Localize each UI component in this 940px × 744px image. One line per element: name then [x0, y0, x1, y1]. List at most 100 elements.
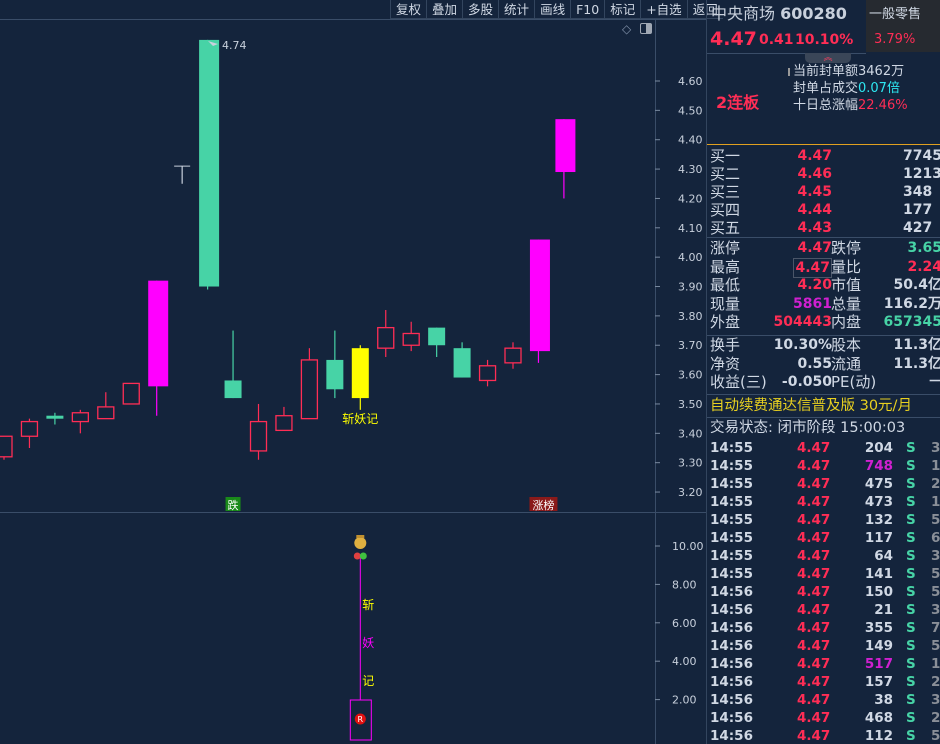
trade-count: 22 — [931, 710, 940, 726]
candle-body[interactable] — [224, 380, 242, 399]
trade-time: 14:56 — [710, 692, 753, 708]
collapse-chevron-icon[interactable]: ︽ — [805, 53, 851, 63]
candle-body[interactable] — [377, 326, 395, 349]
candle-body[interactable] — [46, 415, 64, 419]
trade-price: 4.47 — [797, 602, 831, 618]
candle-body[interactable] — [428, 327, 446, 346]
trade-volume: 117 — [864, 530, 893, 546]
trade-time: 14:56 — [710, 656, 753, 672]
trade-side: S — [906, 620, 916, 636]
candle-body[interactable] — [249, 420, 268, 452]
stat-value: 4.20 — [797, 277, 832, 294]
candle-body[interactable] — [0, 435, 13, 458]
candle-body[interactable] — [20, 420, 39, 437]
trade-time: 14:56 — [710, 638, 753, 654]
stat-label-2: 股本 — [831, 336, 862, 354]
trade-time: 14:56 — [710, 674, 753, 690]
trade-row: 14:56 4.47 21 S 3 — [707, 601, 940, 619]
stat-label: 涨停 — [710, 239, 741, 257]
trade-time: 14:56 — [710, 602, 753, 618]
panel-toggle-icon[interactable] — [640, 23, 652, 34]
trade-side: S — [906, 710, 916, 726]
candle-body[interactable] — [326, 359, 344, 390]
stat-value: 4.47 — [797, 240, 832, 256]
candle-body[interactable] — [199, 39, 220, 287]
info-value: 22.46% — [858, 98, 908, 113]
red-ball-icon — [353, 552, 361, 560]
indicator-signal-box — [349, 699, 372, 741]
toolbar-button-6[interactable]: 标记 — [604, 0, 640, 19]
green-ball-icon — [359, 552, 367, 560]
trade-price: 4.47 — [797, 458, 831, 474]
stat-label: 换手 — [710, 336, 741, 354]
toolbar-button-5[interactable]: F10 — [570, 0, 604, 19]
trade-row: 14:55 4.47 475 S 2 — [707, 475, 940, 493]
trade-side: S — [906, 548, 916, 564]
candle-body[interactable] — [351, 348, 369, 399]
trade-price: 4.47 — [797, 656, 831, 672]
candle-body[interactable] — [402, 332, 420, 346]
sector-name: 一般零售 — [869, 7, 922, 22]
toolbar-button-0[interactable]: 复权 — [390, 0, 426, 19]
annotation-text: 涨榜 — [532, 498, 554, 512]
candle-body[interactable] — [555, 119, 576, 173]
signal-label: 斩妖记 — [342, 412, 378, 426]
toolbar-button-1[interactable]: 叠加 — [426, 0, 462, 19]
candle-body[interactable] — [71, 412, 89, 423]
trade-time: 14:55 — [710, 512, 753, 528]
trade-row: 14:55 4.47 473 S 10 — [707, 493, 940, 511]
trade-price: 4.47 — [797, 566, 831, 582]
stat-label: 外盘 — [710, 313, 741, 332]
trade-time: 14:55 — [710, 440, 753, 456]
toolbar-button-3[interactable]: 统计 — [498, 0, 534, 19]
trade-time: 14:55 — [710, 566, 753, 582]
book-label: 买五 — [710, 219, 741, 237]
stat-value-2: 11.3亿 — [893, 337, 940, 353]
stat-label: 收益(三) — [710, 373, 767, 392]
toolbar-button-2[interactable]: 多股 — [462, 0, 498, 19]
toolbar-button-4[interactable]: 画线 — [534, 0, 570, 19]
trade-volume: 21 — [874, 602, 893, 618]
candle-body[interactable] — [529, 239, 550, 352]
sector-box[interactable]: 一般零售 3.79% — [866, 0, 940, 52]
trade-volume: 64 — [874, 548, 893, 564]
trade-time: 14:55 — [710, 548, 753, 564]
trade-status: 交易状态: 闭市阶段 15:00:03 — [710, 420, 906, 436]
trade-row: 14:56 4.47 150 S 5 — [707, 583, 940, 601]
candle-body[interactable] — [97, 406, 115, 420]
y-tick-label: 3.30 — [678, 457, 703, 470]
candle-body[interactable] — [453, 348, 471, 378]
indicator-y-tick-label: 2.00 — [672, 694, 697, 707]
y-tick-label: 4.30 — [678, 163, 703, 176]
trade-time: 14:55 — [710, 530, 753, 546]
toolbar-button-7[interactable]: +自选 — [640, 0, 686, 19]
stat-label-2: PE(动) — [831, 373, 877, 392]
candle-body[interactable] — [504, 347, 522, 364]
candle-body[interactable] — [148, 280, 169, 387]
y-tick-label: 4.10 — [678, 222, 703, 235]
trade-volume: 748 — [864, 458, 893, 474]
indicator-char: 妖 — [362, 636, 374, 650]
candle-body[interactable] — [122, 382, 140, 405]
trade-price: 4.47 — [797, 548, 831, 564]
promo-link[interactable]: 自动续费通达信普及版 30元/月 — [710, 398, 912, 414]
trade-volume: 149 — [864, 638, 893, 654]
trade-side: S — [906, 692, 916, 708]
book-label: 买二 — [710, 165, 741, 183]
candle-body[interactable] — [300, 359, 319, 420]
trade-price: 4.47 — [797, 440, 831, 456]
trade-time: 14:56 — [710, 620, 753, 636]
stat-label-2: 流通 — [831, 354, 862, 373]
candle-body[interactable] — [478, 365, 497, 382]
kline-chart[interactable]: 4.60 4.50 4.40 4.30 4.20 4.10 4.00 3.90 3.80 3.70… — [0, 0, 706, 744]
toolbar-button-8[interactable]: 返回 — [686, 0, 723, 19]
y-tick-label: 3.90 — [678, 281, 703, 294]
diamond-icon[interactable]: ◇ — [622, 22, 632, 36]
trade-count: 3 — [931, 440, 940, 456]
trade-price: 4.47 — [797, 710, 831, 726]
stat-value: 10.30% — [773, 337, 832, 353]
candle-body[interactable] — [275, 415, 293, 432]
y-tick-label: 3.50 — [678, 398, 703, 411]
stat-label: 最高 — [710, 257, 741, 276]
trade-count: 10 — [931, 494, 940, 510]
